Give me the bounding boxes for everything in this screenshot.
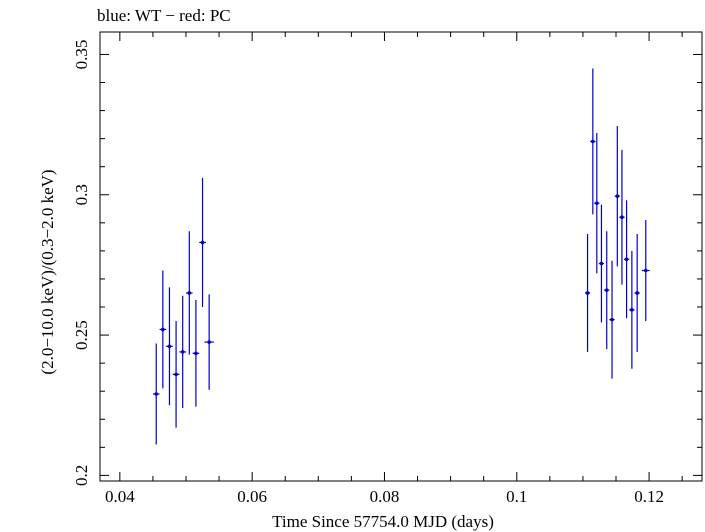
y-tick-label: 0.3 [72,184,91,205]
data-point [590,68,596,215]
point-marker [595,201,599,205]
chart-title: blue: WT − red: PC [97,6,231,25]
data-point [598,204,605,323]
x-tick-label: 0.12 [634,487,664,506]
data-point [641,220,650,322]
x-tick-label: 0.06 [237,487,267,506]
y-tick-label: 0.35 [72,40,91,70]
data-point [584,234,591,352]
point-marker [599,261,604,266]
y-axis-label: (2.0−10.0 keV)/(0.3−2.0 keV) [38,169,57,374]
plot-frame [99,31,703,482]
point-marker [620,215,624,220]
data-point [629,250,635,369]
point-marker [187,291,192,295]
point-marker [604,288,609,292]
point-marker [630,308,634,312]
data-point [594,133,600,274]
x-tick-label: 0.08 [370,487,400,506]
data-point [152,343,160,445]
point-marker [200,240,205,245]
x-tick-label: 0.1 [506,487,527,506]
x-tick-label: 0.04 [105,487,135,506]
point-marker [207,340,211,344]
data-point [609,260,615,379]
axis-tick-labels: 0.04 0.06 0.08 0.1 0.12 0.2 0.25 0.3 0.35 [72,40,664,506]
point-marker [585,291,590,295]
point-marker [194,351,198,356]
data-point [166,287,173,406]
data-point [192,299,200,407]
data-point [172,321,180,428]
data-point [179,295,186,409]
data-point [619,149,625,285]
y-tick-label: 0.25 [72,320,91,350]
point-marker [624,257,629,262]
data-point [623,200,630,319]
point-marker [643,268,648,273]
data-point [204,294,214,390]
x-axis-label: Time Since 57754.0 MJD (days) [272,512,494,531]
data-point [186,231,193,355]
point-marker [174,372,178,377]
point-marker [161,327,165,332]
data-point [199,177,206,308]
point-marker [635,291,639,295]
y-tick-label: 0.2 [72,465,91,486]
axis-ticks [100,32,702,481]
data-point [604,231,610,350]
point-marker [180,350,185,354]
point-marker [154,392,159,396]
data-point [159,270,167,389]
point-marker [167,344,172,349]
point-marker [610,317,614,322]
data-point [614,126,620,267]
data-points [152,68,650,445]
point-marker [615,194,620,198]
data-point [634,234,640,352]
point-marker [591,139,595,144]
